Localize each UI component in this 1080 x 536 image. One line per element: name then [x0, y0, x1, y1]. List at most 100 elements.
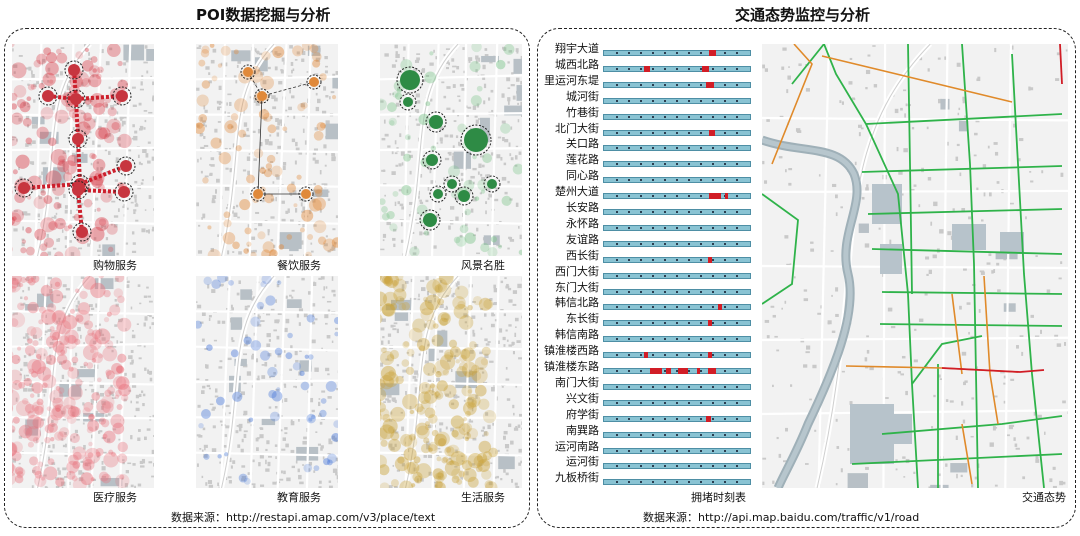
bar-tick	[724, 99, 726, 102]
road-name: 西门大街	[555, 264, 599, 278]
road-name: 东长街	[566, 312, 599, 326]
bar-tick	[700, 99, 702, 102]
bar-tick	[700, 211, 702, 213]
poi-map-dining	[196, 44, 338, 256]
congestion-segment	[709, 50, 717, 56]
bar-tick	[640, 258, 642, 261]
road-name: 镇淮楼西路	[544, 344, 599, 358]
congestion-bar	[603, 383, 751, 390]
bar-tick	[652, 195, 654, 198]
bar-tick	[676, 306, 678, 309]
bar-tick	[676, 115, 678, 118]
bar-tick	[640, 179, 642, 182]
bar-tick	[736, 131, 738, 134]
bar-tick	[700, 290, 702, 293]
bar-tick	[628, 115, 630, 118]
bar-tick	[712, 258, 714, 261]
bar-tick	[664, 338, 666, 341]
bar-tick	[676, 290, 678, 293]
road-name: 九板桥街	[555, 471, 599, 485]
bar-tick	[616, 131, 618, 134]
bar-tick	[616, 211, 618, 213]
congestion-bar	[603, 304, 751, 311]
bar-tick	[652, 67, 654, 70]
road-name: 长安路	[566, 201, 599, 214]
bar-tick	[652, 401, 654, 404]
bar-tick	[664, 370, 666, 372]
bar-tick	[736, 195, 738, 198]
bar-tick	[724, 242, 726, 245]
bar-tick	[712, 354, 714, 357]
bar-tick	[736, 449, 738, 452]
bar-tick	[628, 147, 630, 150]
bar-tick	[652, 322, 654, 325]
road-name: 东门大街	[555, 280, 599, 294]
bar-tick	[616, 465, 618, 468]
bar-tick	[700, 465, 702, 468]
bar-tick	[724, 338, 726, 341]
bar-tick	[652, 417, 654, 420]
congestion-segment	[725, 193, 729, 200]
bar-tick	[640, 67, 642, 70]
bar-tick	[628, 83, 630, 86]
bar-tick	[724, 226, 726, 229]
congestion-bar	[603, 113, 751, 120]
bar-tick	[676, 417, 678, 420]
bar-tick	[676, 338, 678, 341]
road-name: 北门大街	[555, 121, 599, 135]
bar-tick	[628, 401, 630, 404]
bar-tick	[724, 449, 726, 452]
bar-tick	[736, 115, 738, 118]
bar-tick	[616, 306, 618, 309]
congestion-segment	[706, 415, 711, 422]
bar-tick	[664, 417, 666, 420]
bar-tick	[688, 465, 690, 468]
bar-tick	[700, 370, 702, 372]
congestion-segment	[709, 193, 721, 200]
poi-map-scenic	[380, 44, 522, 256]
bar-tick	[688, 242, 690, 245]
bar-tick	[664, 83, 666, 86]
bar-tick	[640, 417, 642, 420]
poi-panel-title: POI数据挖掘与分析	[196, 6, 331, 24]
bar-tick	[688, 449, 690, 452]
road-name: 镇淮楼东路	[544, 360, 599, 373]
bar-tick	[736, 306, 738, 309]
bar-tick	[676, 52, 678, 54]
bar-tick	[712, 290, 714, 293]
bar-tick	[700, 258, 702, 261]
bar-tick	[616, 226, 618, 229]
bar-tick	[724, 481, 726, 484]
bar-tick	[628, 433, 630, 436]
bar-tick	[724, 385, 726, 388]
bar-tick	[628, 274, 630, 277]
bar-tick	[628, 163, 630, 166]
bar-tick	[688, 115, 690, 118]
caption-shopping: 购物服务	[93, 259, 137, 272]
bar-tick	[616, 258, 618, 261]
bar-tick	[712, 211, 714, 213]
bar-tick	[652, 83, 654, 86]
bar-tick	[700, 481, 702, 484]
road-name: 同心路	[566, 169, 599, 183]
bar-tick	[652, 274, 654, 277]
bar-tick	[640, 195, 642, 198]
bar-tick	[688, 322, 690, 325]
bar-tick	[616, 179, 618, 182]
congestion-segment	[701, 65, 710, 72]
congestion-bar	[603, 288, 751, 295]
bar-tick	[628, 322, 630, 325]
bar-tick	[724, 163, 726, 166]
road-name: 城河街	[566, 89, 599, 103]
bar-tick	[676, 163, 678, 166]
bar-tick	[628, 354, 630, 357]
bar-tick	[724, 465, 726, 468]
bar-tick	[616, 147, 618, 150]
bar-tick	[724, 433, 726, 436]
bar-tick	[736, 417, 738, 420]
bar-tick	[736, 163, 738, 166]
bar-tick	[688, 338, 690, 341]
bar-tick	[676, 226, 678, 229]
bar-tick	[640, 338, 642, 341]
congestion-segment	[709, 129, 715, 136]
